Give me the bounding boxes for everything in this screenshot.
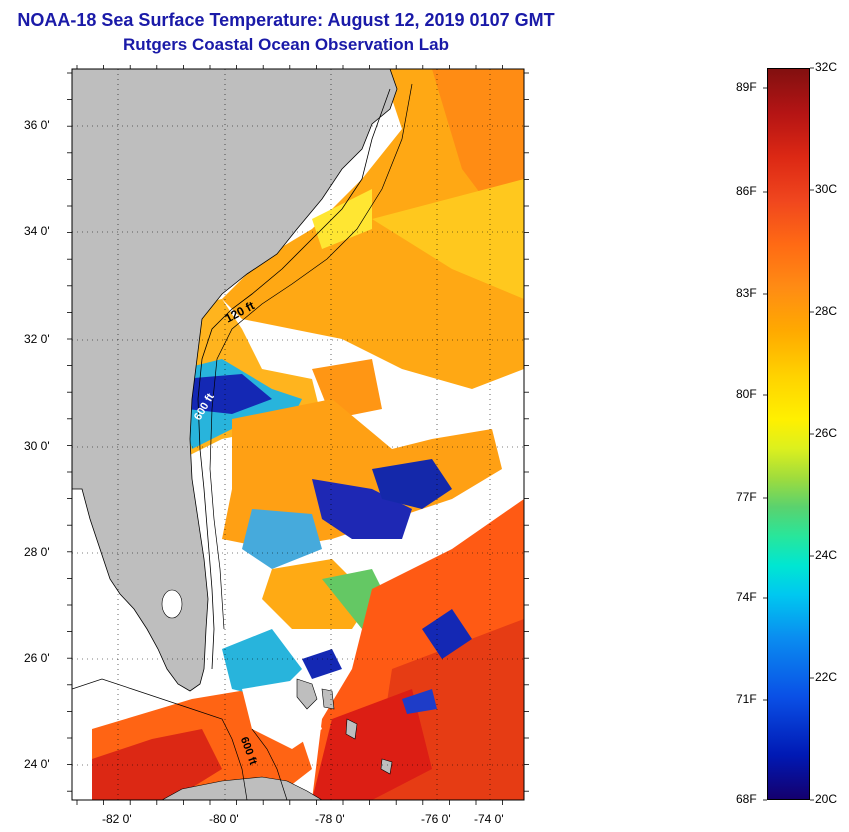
map-title: NOAA-18 Sea Surface Temperature: August … [17, 10, 555, 30]
warm-water-north [222, 69, 524, 389]
colorbar-fahrenheit-label: 89F [736, 80, 757, 94]
longitude-label: -76 0' [421, 812, 451, 826]
colorbar-celsius-label: 22C [815, 670, 838, 684]
colorbar-celsius-label: 26C [815, 426, 838, 440]
longitude-label: -74 0' [474, 812, 504, 826]
map-subtitle: Rutgers Coastal Ocean Observation Lab [123, 35, 449, 54]
lake-okeechobee [161, 589, 183, 619]
temperature-colorbar [767, 68, 810, 800]
isobath-600ft [209, 83, 413, 630]
land-southeast-us [72, 69, 398, 692]
colorbar-celsius-label: 24C [815, 548, 838, 562]
colorbar-fahrenheit-label: 86F [736, 184, 757, 198]
colorbar-celsius-label: 32C [815, 60, 838, 74]
colorbar-fahrenheit-label: 83F [736, 286, 757, 300]
colorbar-celsius-label: 28C [815, 304, 838, 318]
sst-map: 120 ft 600 ft 600 ft [72, 69, 524, 800]
colorbar-celsius-label: 20C [815, 792, 838, 806]
land-cuba [161, 776, 323, 800]
latitude-label: 32 0' [24, 332, 50, 346]
colorbar-fahrenheit-label: 77F [736, 490, 757, 504]
colorbar-fahrenheit-label: 80F [736, 387, 757, 401]
latitude-label: 30 0' [24, 439, 50, 453]
colorbar-fahrenheit-label: 68F [736, 792, 757, 806]
latitude-label: 28 0' [24, 545, 50, 559]
sst-map-image [72, 69, 524, 800]
colorbar-celsius-label: 30C [815, 182, 838, 196]
latitude-label: 36 0' [24, 118, 50, 132]
latitude-label: 26 0' [24, 651, 50, 665]
colorbar-fahrenheit-label: 71F [736, 692, 757, 706]
longitude-label: -80 0' [209, 812, 239, 826]
latitude-label: 34 0' [24, 224, 50, 238]
longitude-label: -82 0' [102, 812, 132, 826]
isobath-120ft [197, 88, 391, 670]
colorbar-fahrenheit-label: 74F [736, 590, 757, 604]
longitude-label: -78 0' [315, 812, 345, 826]
latitude-label: 24 0' [24, 757, 50, 771]
